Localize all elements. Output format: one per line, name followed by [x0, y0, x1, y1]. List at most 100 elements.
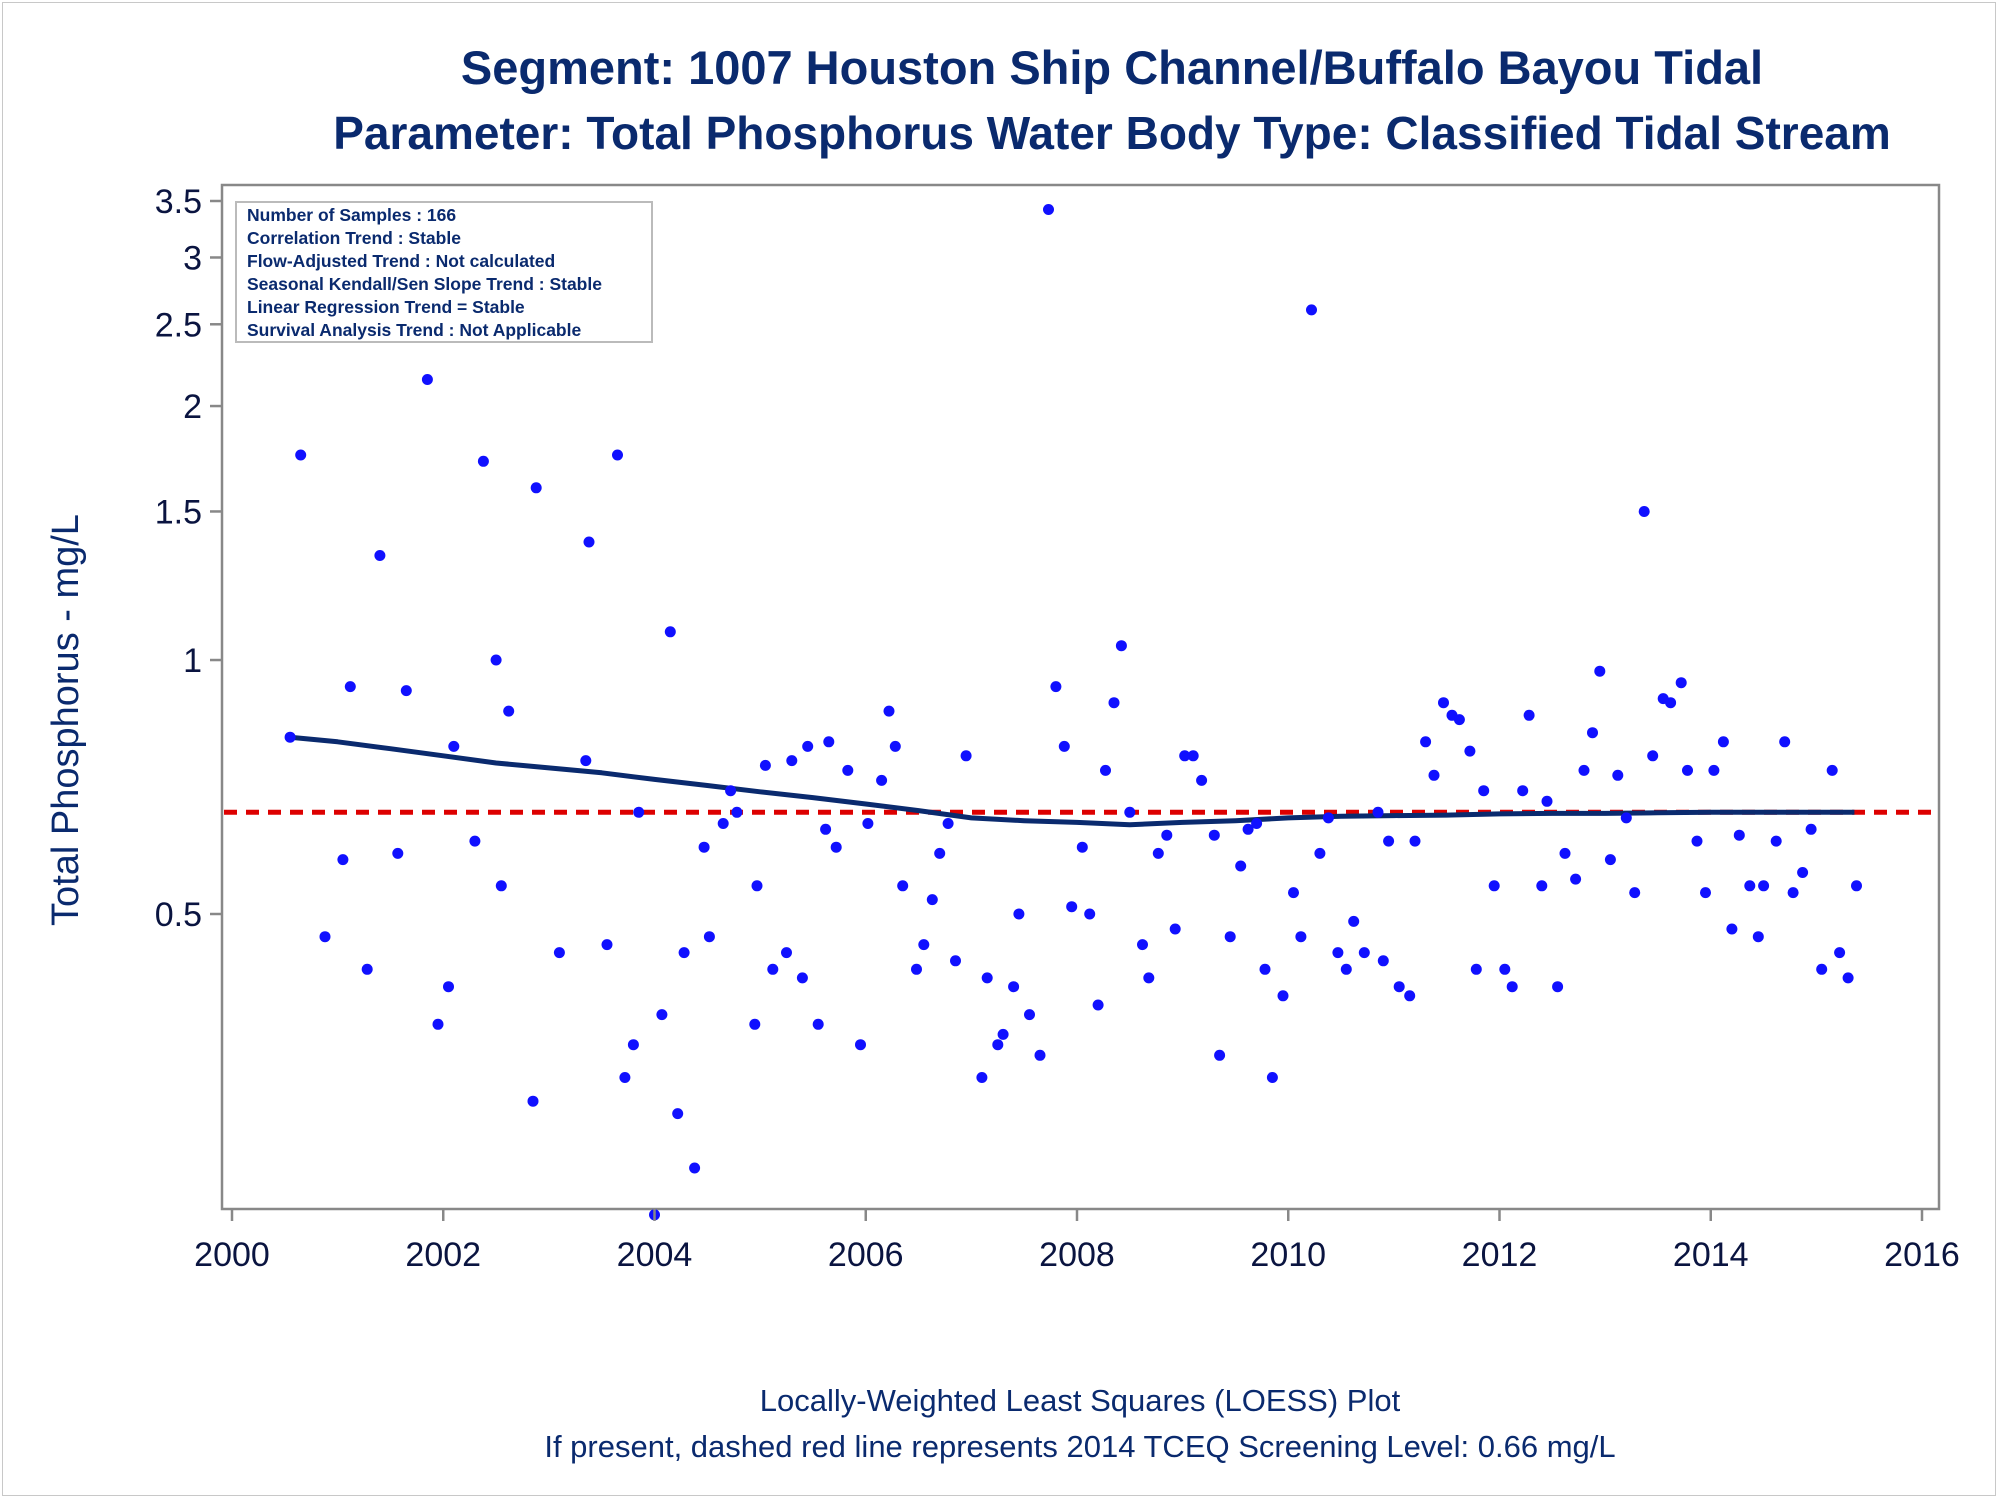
data-point: [1179, 750, 1191, 762]
data-point: [421, 374, 433, 385]
data-point: [1851, 880, 1862, 892]
data-point: [1805, 823, 1817, 835]
data-point: [1235, 860, 1247, 872]
data-point: [1834, 947, 1846, 959]
data-point: [812, 1018, 824, 1030]
data-point: [1726, 923, 1738, 935]
data-point: [1024, 1009, 1035, 1021]
data-point: [725, 785, 737, 797]
data-point: [527, 1095, 539, 1107]
data-point: [1506, 981, 1518, 993]
data-point: [1161, 829, 1173, 841]
data-point: [1797, 867, 1809, 878]
chart-subtitle: Parameter: Total Phosphorus Water Body T…: [333, 107, 1891, 159]
data-point: [897, 880, 909, 892]
data-point: [1488, 880, 1500, 892]
data-point: [960, 750, 972, 762]
data-point: [1143, 972, 1155, 984]
data-point: [1340, 963, 1352, 975]
data-point: [1066, 901, 1078, 913]
data-point: [992, 1039, 1004, 1051]
data-point: [295, 449, 307, 461]
chart-title: Segment: 1007 Houston Ship Channel/Buffa…: [461, 41, 1763, 94]
data-point: [1115, 640, 1127, 652]
data-point: [1478, 785, 1490, 797]
data-point: [786, 755, 798, 767]
data-point: [1594, 665, 1606, 677]
data-point: [802, 740, 814, 752]
data-point: [284, 731, 296, 743]
data-point: [751, 880, 763, 892]
data-point: [1251, 818, 1263, 829]
y-tick-label: 3: [183, 239, 202, 277]
data-point: [633, 806, 645, 818]
data-point: [553, 947, 565, 959]
data-point: [981, 972, 993, 984]
info-samples: Number of Samples : 166: [247, 205, 456, 225]
data-point: [1372, 806, 1384, 818]
data-point: [1358, 947, 1370, 959]
data-point: [1224, 931, 1236, 943]
data-point: [392, 847, 404, 859]
x-tick-label: 2006: [828, 1236, 904, 1274]
data-point: [1306, 304, 1317, 316]
data-point: [374, 550, 386, 561]
data-point: [862, 818, 874, 829]
data-point: [918, 939, 930, 951]
data-point: [1499, 963, 1511, 975]
data-point: [1383, 835, 1395, 847]
data-point: [1084, 908, 1096, 920]
data-point: [1523, 709, 1535, 721]
data-point: [1124, 806, 1136, 818]
data-point: [1816, 963, 1828, 975]
data-point: [443, 981, 454, 993]
y-tick-label: 3.5: [155, 183, 202, 221]
data-point: [1647, 750, 1659, 762]
data-point: [717, 818, 729, 829]
data-point: [1092, 999, 1104, 1011]
data-point: [448, 740, 460, 752]
data-point: [1638, 506, 1650, 517]
data-point: [619, 1072, 631, 1083]
data-point: [1008, 981, 1020, 993]
data-point: [876, 774, 888, 786]
data-point: [997, 1028, 1009, 1040]
data-point: [1552, 981, 1564, 993]
data-point: [767, 963, 779, 975]
x-tick-label: 2014: [1673, 1236, 1749, 1274]
data-point: [1629, 887, 1641, 899]
data-point: [337, 854, 349, 866]
y-tick-label: 2.5: [155, 306, 202, 344]
data-point: [1700, 887, 1711, 899]
data-point: [678, 947, 690, 959]
data-point: [1733, 829, 1745, 841]
data-point: [490, 654, 502, 666]
data-point: [1420, 736, 1432, 748]
footnote-screening-level: If present, dashed red line represents 2…: [544, 1429, 1615, 1464]
data-point: [530, 482, 542, 494]
data-point: [627, 1039, 639, 1051]
data-point: [911, 963, 922, 975]
data-point: [703, 931, 715, 943]
info-survival-analysis-trend: Survival Analysis Trend : Not Applicable: [247, 320, 581, 340]
data-point: [1152, 847, 1164, 859]
data-point: [1708, 764, 1720, 776]
data-point: [656, 1009, 668, 1021]
info-flow-adjusted-trend: Flow-Adjusted Trend : Not calculated: [247, 251, 555, 271]
data-point: [889, 740, 901, 752]
data-point: [1108, 697, 1120, 709]
data-point: [759, 759, 771, 771]
x-tick-label: 2010: [1250, 1236, 1326, 1274]
data-point: [1137, 939, 1148, 951]
data-point: [1604, 854, 1616, 866]
data-point: [344, 681, 356, 693]
data-point: [1787, 887, 1799, 899]
data-point: [1076, 841, 1088, 853]
data-point: [319, 931, 331, 943]
y-tick-label: 1.5: [155, 493, 202, 531]
data-point: [1348, 915, 1360, 927]
data-point: [672, 1108, 684, 1120]
data-point: [942, 818, 954, 829]
data-point: [1043, 204, 1054, 215]
x-tick-label: 2002: [405, 1236, 481, 1274]
